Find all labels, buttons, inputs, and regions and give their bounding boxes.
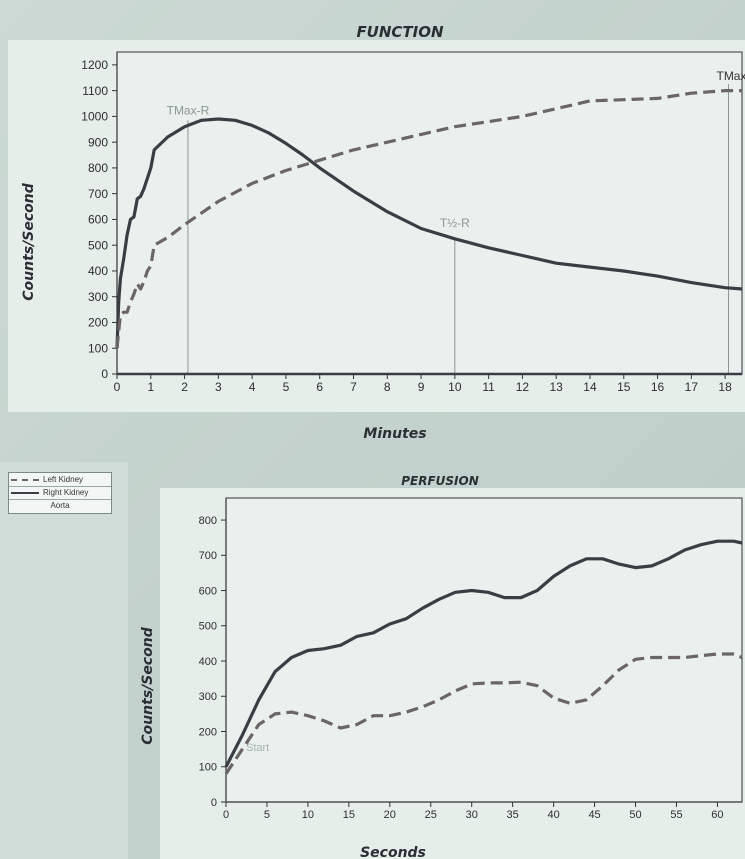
series-line-right-kidney xyxy=(115,117,743,349)
x-tick-label: 5 xyxy=(264,809,270,821)
x-tick-label: 2 xyxy=(181,380,188,394)
legend-label: Aorta xyxy=(50,501,70,510)
y-tick-label: 300 xyxy=(88,290,108,304)
x-tick-label: 25 xyxy=(425,809,437,821)
legend: Left Kidney Right Kidney Aorta xyxy=(8,472,112,514)
x-tick-label: 4 xyxy=(249,380,256,394)
x-axis-label: Minutes xyxy=(363,426,426,442)
y-tick-label: 1200 xyxy=(81,58,108,72)
legend-panel xyxy=(0,462,128,859)
solid-line-icon xyxy=(11,491,39,494)
y-tick-label: 400 xyxy=(199,656,217,668)
x-tick-label: 0 xyxy=(114,380,121,394)
y-tick-label: 800 xyxy=(88,161,108,175)
legend-label: Left Kidney xyxy=(43,475,84,484)
x-tick-label: 60 xyxy=(711,809,723,821)
legend-item-left-kidney[interactable]: Left Kidney xyxy=(9,473,111,487)
x-tick-label: 13 xyxy=(550,380,564,394)
legend-label: Right Kidney xyxy=(43,488,89,497)
x-tick-label: 0 xyxy=(223,809,229,821)
x-tick-label: 55 xyxy=(670,809,682,821)
plot-area xyxy=(225,497,743,803)
x-tick-label: 1 xyxy=(147,380,154,394)
y-tick-label: 300 xyxy=(199,691,217,703)
marker-label: TMax- xyxy=(716,69,745,83)
y-tick-label: 600 xyxy=(88,213,108,227)
x-tick-label: 6 xyxy=(316,380,323,394)
x-tick-label: 50 xyxy=(629,809,641,821)
series-line-left-kidney xyxy=(224,652,743,775)
x-tick-label: 9 xyxy=(418,380,425,394)
y-tick-label: 800 xyxy=(199,515,217,527)
plot-area xyxy=(116,51,743,375)
x-axis-label: Seconds xyxy=(360,845,426,859)
y-tick-label: 400 xyxy=(88,264,108,278)
x-tick-label: 5 xyxy=(283,380,290,394)
x-tick-label: 17 xyxy=(685,380,699,394)
x-tick-label: 11 xyxy=(482,380,495,394)
dashed-line-icon xyxy=(11,478,39,481)
y-tick-label: 700 xyxy=(199,550,217,562)
x-tick-label: 20 xyxy=(384,809,396,821)
x-tick-label: 8 xyxy=(384,380,391,394)
y-tick-label: 700 xyxy=(88,187,108,201)
x-tick-label: 3 xyxy=(215,380,222,394)
y-tick-label: 100 xyxy=(199,762,217,774)
marker-label: TMax-R xyxy=(167,103,210,117)
x-tick-label: 15 xyxy=(617,380,631,394)
y-tick-label: 200 xyxy=(199,726,217,738)
x-tick-label: 30 xyxy=(466,809,478,821)
marker-label: T½-R xyxy=(440,216,470,230)
x-tick-label: 40 xyxy=(547,809,559,821)
annotation-label: Start xyxy=(246,742,269,754)
x-tick-label: 7 xyxy=(350,380,357,394)
chart-title: FUNCTION xyxy=(356,23,444,41)
chart-title: PERFUSION xyxy=(401,474,479,488)
series-line-left-kidney xyxy=(115,88,742,349)
y-tick-label: 1100 xyxy=(82,84,108,98)
y-tick-label: 500 xyxy=(199,621,217,633)
x-tick-label: 35 xyxy=(507,809,519,821)
legend-item-aorta[interactable]: Aorta xyxy=(9,499,111,512)
y-tick-label: 0 xyxy=(101,367,108,381)
x-tick-label: 16 xyxy=(651,380,665,394)
legend-item-right-kidney[interactable]: Right Kidney xyxy=(9,486,111,500)
y-tick-label: 0 xyxy=(211,797,217,809)
y-tick-label: 900 xyxy=(88,135,108,149)
y-tick-label: 500 xyxy=(88,238,108,252)
x-tick-label: 14 xyxy=(583,380,597,394)
series-line-right-kidney xyxy=(224,539,743,768)
x-tick-label: 10 xyxy=(448,380,462,394)
x-tick-label: 18 xyxy=(718,380,732,394)
y-tick-label: 600 xyxy=(199,585,217,597)
x-tick-label: 45 xyxy=(588,809,600,821)
y-axis-label: Counts/Second xyxy=(21,182,37,300)
x-tick-label: 12 xyxy=(516,380,530,394)
x-tick-label: 10 xyxy=(302,809,314,821)
y-tick-label: 100 xyxy=(88,341,108,355)
x-tick-label: 15 xyxy=(343,809,355,821)
y-tick-label: 1000 xyxy=(81,110,108,124)
y-tick-label: 200 xyxy=(88,316,108,330)
y-axis-label: Counts/Second xyxy=(140,626,156,744)
